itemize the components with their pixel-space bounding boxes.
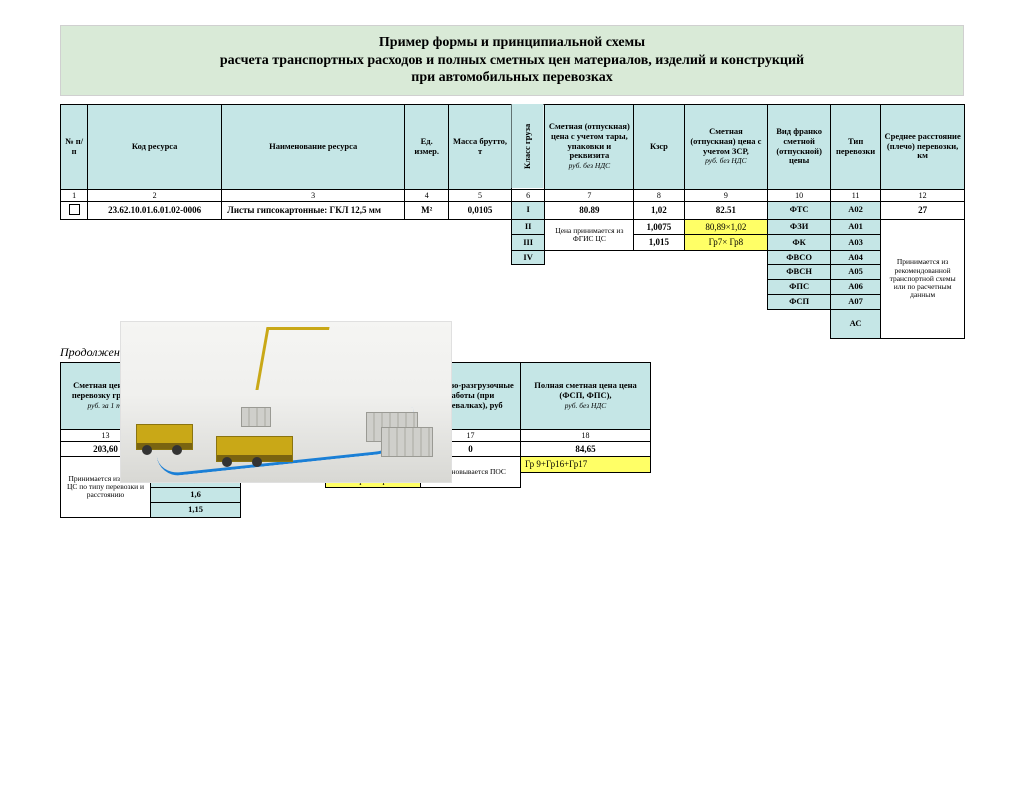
main-table: № п/п Код ресурса Наименование ресурса Е…	[60, 104, 965, 339]
title-block: Пример формы и принципиальной схемы расч…	[60, 25, 964, 96]
h-unit: Ед. измер.	[405, 104, 449, 189]
h-price: Сметная (отпускная) цена с учетом тары, …	[545, 104, 634, 189]
h-franko: Вид франко сметной (отпускной) цены	[768, 104, 831, 189]
h-class: Класс груза	[511, 104, 544, 189]
h-ttype: Тип перевозки	[831, 104, 881, 189]
h-code: Код ресурса	[88, 104, 222, 189]
title-line-1: Пример формы и принципиальной схемы	[71, 34, 953, 52]
sub-row-2: II Цена принимается из ФГИС ЦС 1,0075 80…	[61, 220, 965, 235]
row-checkbox[interactable]	[69, 204, 80, 215]
h-name: Наименование ресурса	[222, 104, 405, 189]
h-18: Полная сметная цена цена (ФСП, ФПС), руб…	[521, 362, 651, 429]
h-kzsr: Кзср	[634, 104, 684, 189]
transport-illustration	[120, 321, 452, 483]
h-dist: Среднее расстояние (плечо) перевозки, км	[881, 104, 965, 189]
h-mass: Масса брутто, т	[449, 104, 512, 189]
num-row-1: 123 456 789 101112	[61, 189, 965, 201]
h-zsr: Сметная (отпускная) цена с учетом ЗСР, р…	[684, 104, 768, 189]
title-line-2: расчета транспортных расходов и полных с…	[71, 52, 953, 70]
data-row-1: 23.62.10.01.6.01.02-0006 Листы гипсокарт…	[61, 201, 965, 219]
title-line-3: при автомобильных перевозках	[71, 69, 953, 87]
h-npp: № п/п	[61, 104, 88, 189]
